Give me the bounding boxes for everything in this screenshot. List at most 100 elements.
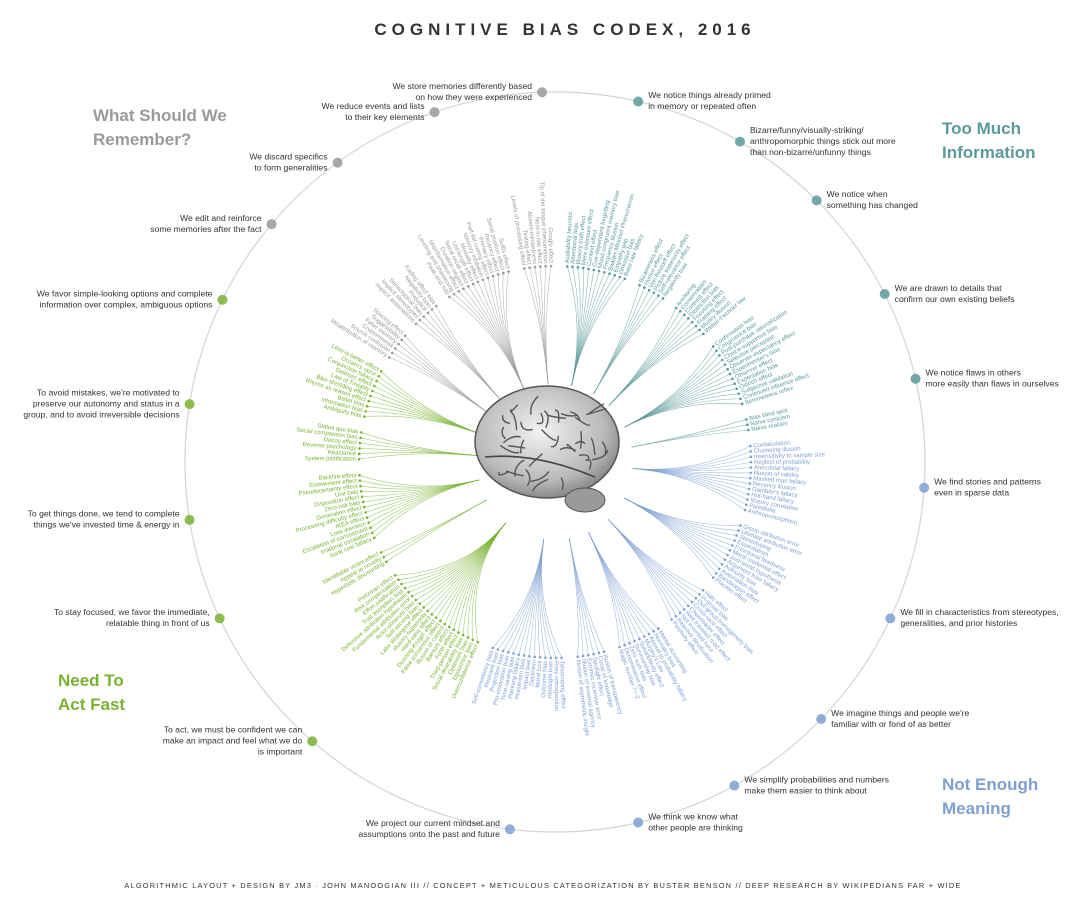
bias-dot <box>656 627 660 630</box>
branch <box>359 475 480 487</box>
bias-dot <box>661 297 665 300</box>
bias-dot <box>476 280 480 284</box>
branch <box>607 519 672 620</box>
bias-dot <box>359 484 362 488</box>
bias-label: Anecdotal fallacy <box>754 465 800 472</box>
bias-dot <box>739 397 742 401</box>
quadrant-title: Meaning <box>942 799 1011 818</box>
bias-dot <box>397 342 400 346</box>
category-dot <box>919 482 930 493</box>
bias-dot <box>576 266 580 269</box>
brain-fold <box>501 426 506 440</box>
bias-dot <box>379 551 383 554</box>
category-label: To stay focused, we favor the immediate, <box>54 607 210 617</box>
bias-dot <box>633 639 636 643</box>
bias-dot <box>549 264 553 268</box>
bias-dot <box>506 651 510 654</box>
footer: ALGORITHMIC LAYOUT + DESIGN BY JM3 · JOH… <box>124 881 961 890</box>
bias-dot <box>694 324 698 328</box>
brain-fold <box>503 435 521 444</box>
bias-dot <box>414 598 418 602</box>
bias-dot <box>720 563 724 566</box>
category-label: some memories after the fact <box>150 224 262 234</box>
bias-dot <box>466 636 470 639</box>
category-label: We notice when <box>827 189 888 199</box>
bias-dot <box>701 332 705 336</box>
bias-label: Illusory truth effect <box>576 215 588 265</box>
bias-dot <box>528 655 531 658</box>
bias-dot <box>363 415 366 418</box>
bias-dot <box>723 558 727 562</box>
bias-dot <box>486 276 490 280</box>
category-label: To act, we must be confident we can <box>164 725 303 735</box>
bias-dot <box>539 265 542 268</box>
category-label: on how they were experienced <box>416 92 533 102</box>
category-label: confirm our own existing beliefs <box>895 294 1015 304</box>
category-dot <box>307 736 318 747</box>
bias-dot <box>739 524 742 527</box>
category-dot <box>266 219 277 230</box>
bias-dot <box>746 498 749 501</box>
branch <box>631 429 749 448</box>
bias-dot <box>735 387 739 390</box>
bias-label: Availability heuristic <box>565 211 574 264</box>
category-dot <box>910 373 921 384</box>
brain-fold <box>530 471 550 482</box>
branch <box>380 499 487 553</box>
branch <box>571 278 626 386</box>
quadrant-title: What Should We <box>93 106 227 125</box>
category-dot <box>729 780 740 791</box>
bias-label: Insensitivity to sample size <box>754 452 826 460</box>
bias-dot <box>652 291 656 295</box>
bias-dot <box>714 572 718 575</box>
bias-label: Masked man fallacy <box>753 476 806 486</box>
bias-dot <box>749 466 753 469</box>
bias-label: Pareidolia <box>748 503 776 515</box>
bias-dot <box>735 534 738 537</box>
bias-dot <box>748 482 752 485</box>
category-label: We reduce events and lists <box>322 101 425 111</box>
category-label: things we've invested time & energy in <box>34 520 180 530</box>
branch <box>588 532 620 648</box>
title: COGNITIVE BIAS CODEX, 2016 <box>374 20 755 39</box>
bias-dot <box>364 511 367 514</box>
brain-fold <box>514 459 525 477</box>
bias-dot <box>359 490 363 493</box>
bias-dot <box>581 266 585 270</box>
brain-fold <box>500 444 520 454</box>
bias-dot <box>372 536 376 540</box>
bias-dot <box>491 274 495 278</box>
bias-dot <box>670 618 673 621</box>
bias-dot <box>728 548 732 552</box>
bias-dot <box>357 457 361 461</box>
bias-dot <box>726 367 729 371</box>
branch <box>435 305 504 404</box>
brain-fold <box>591 449 609 461</box>
bias-dot <box>476 640 480 644</box>
brain-fold <box>554 409 560 423</box>
bias-dot <box>652 630 655 633</box>
bias-dot <box>365 516 369 519</box>
category-label: We store memories differently based <box>392 81 532 91</box>
bias-label: Confabulation <box>753 440 790 449</box>
bias-dot <box>602 650 606 654</box>
bias-dot <box>623 277 627 281</box>
bias-dot <box>638 637 641 641</box>
branch <box>593 298 664 395</box>
bias-dot <box>369 526 372 530</box>
bias-dot <box>426 311 430 315</box>
bias-dot <box>745 418 748 421</box>
bias-label: Endowment effect <box>309 479 358 490</box>
bias-dot <box>365 404 369 408</box>
bias-dot <box>711 576 715 580</box>
bias-dot <box>698 593 701 596</box>
bias-dot <box>522 654 526 657</box>
bias-dot <box>749 476 752 480</box>
category-label: We notice flaws in others <box>926 368 1021 378</box>
bias-dot <box>647 632 651 636</box>
bias-dot <box>426 609 429 613</box>
category-label: We fill in characteristics from stereoty… <box>900 607 1058 617</box>
quadrant-title: Information <box>942 143 1036 162</box>
bias-dot <box>638 283 641 287</box>
bias-dot <box>357 452 361 456</box>
